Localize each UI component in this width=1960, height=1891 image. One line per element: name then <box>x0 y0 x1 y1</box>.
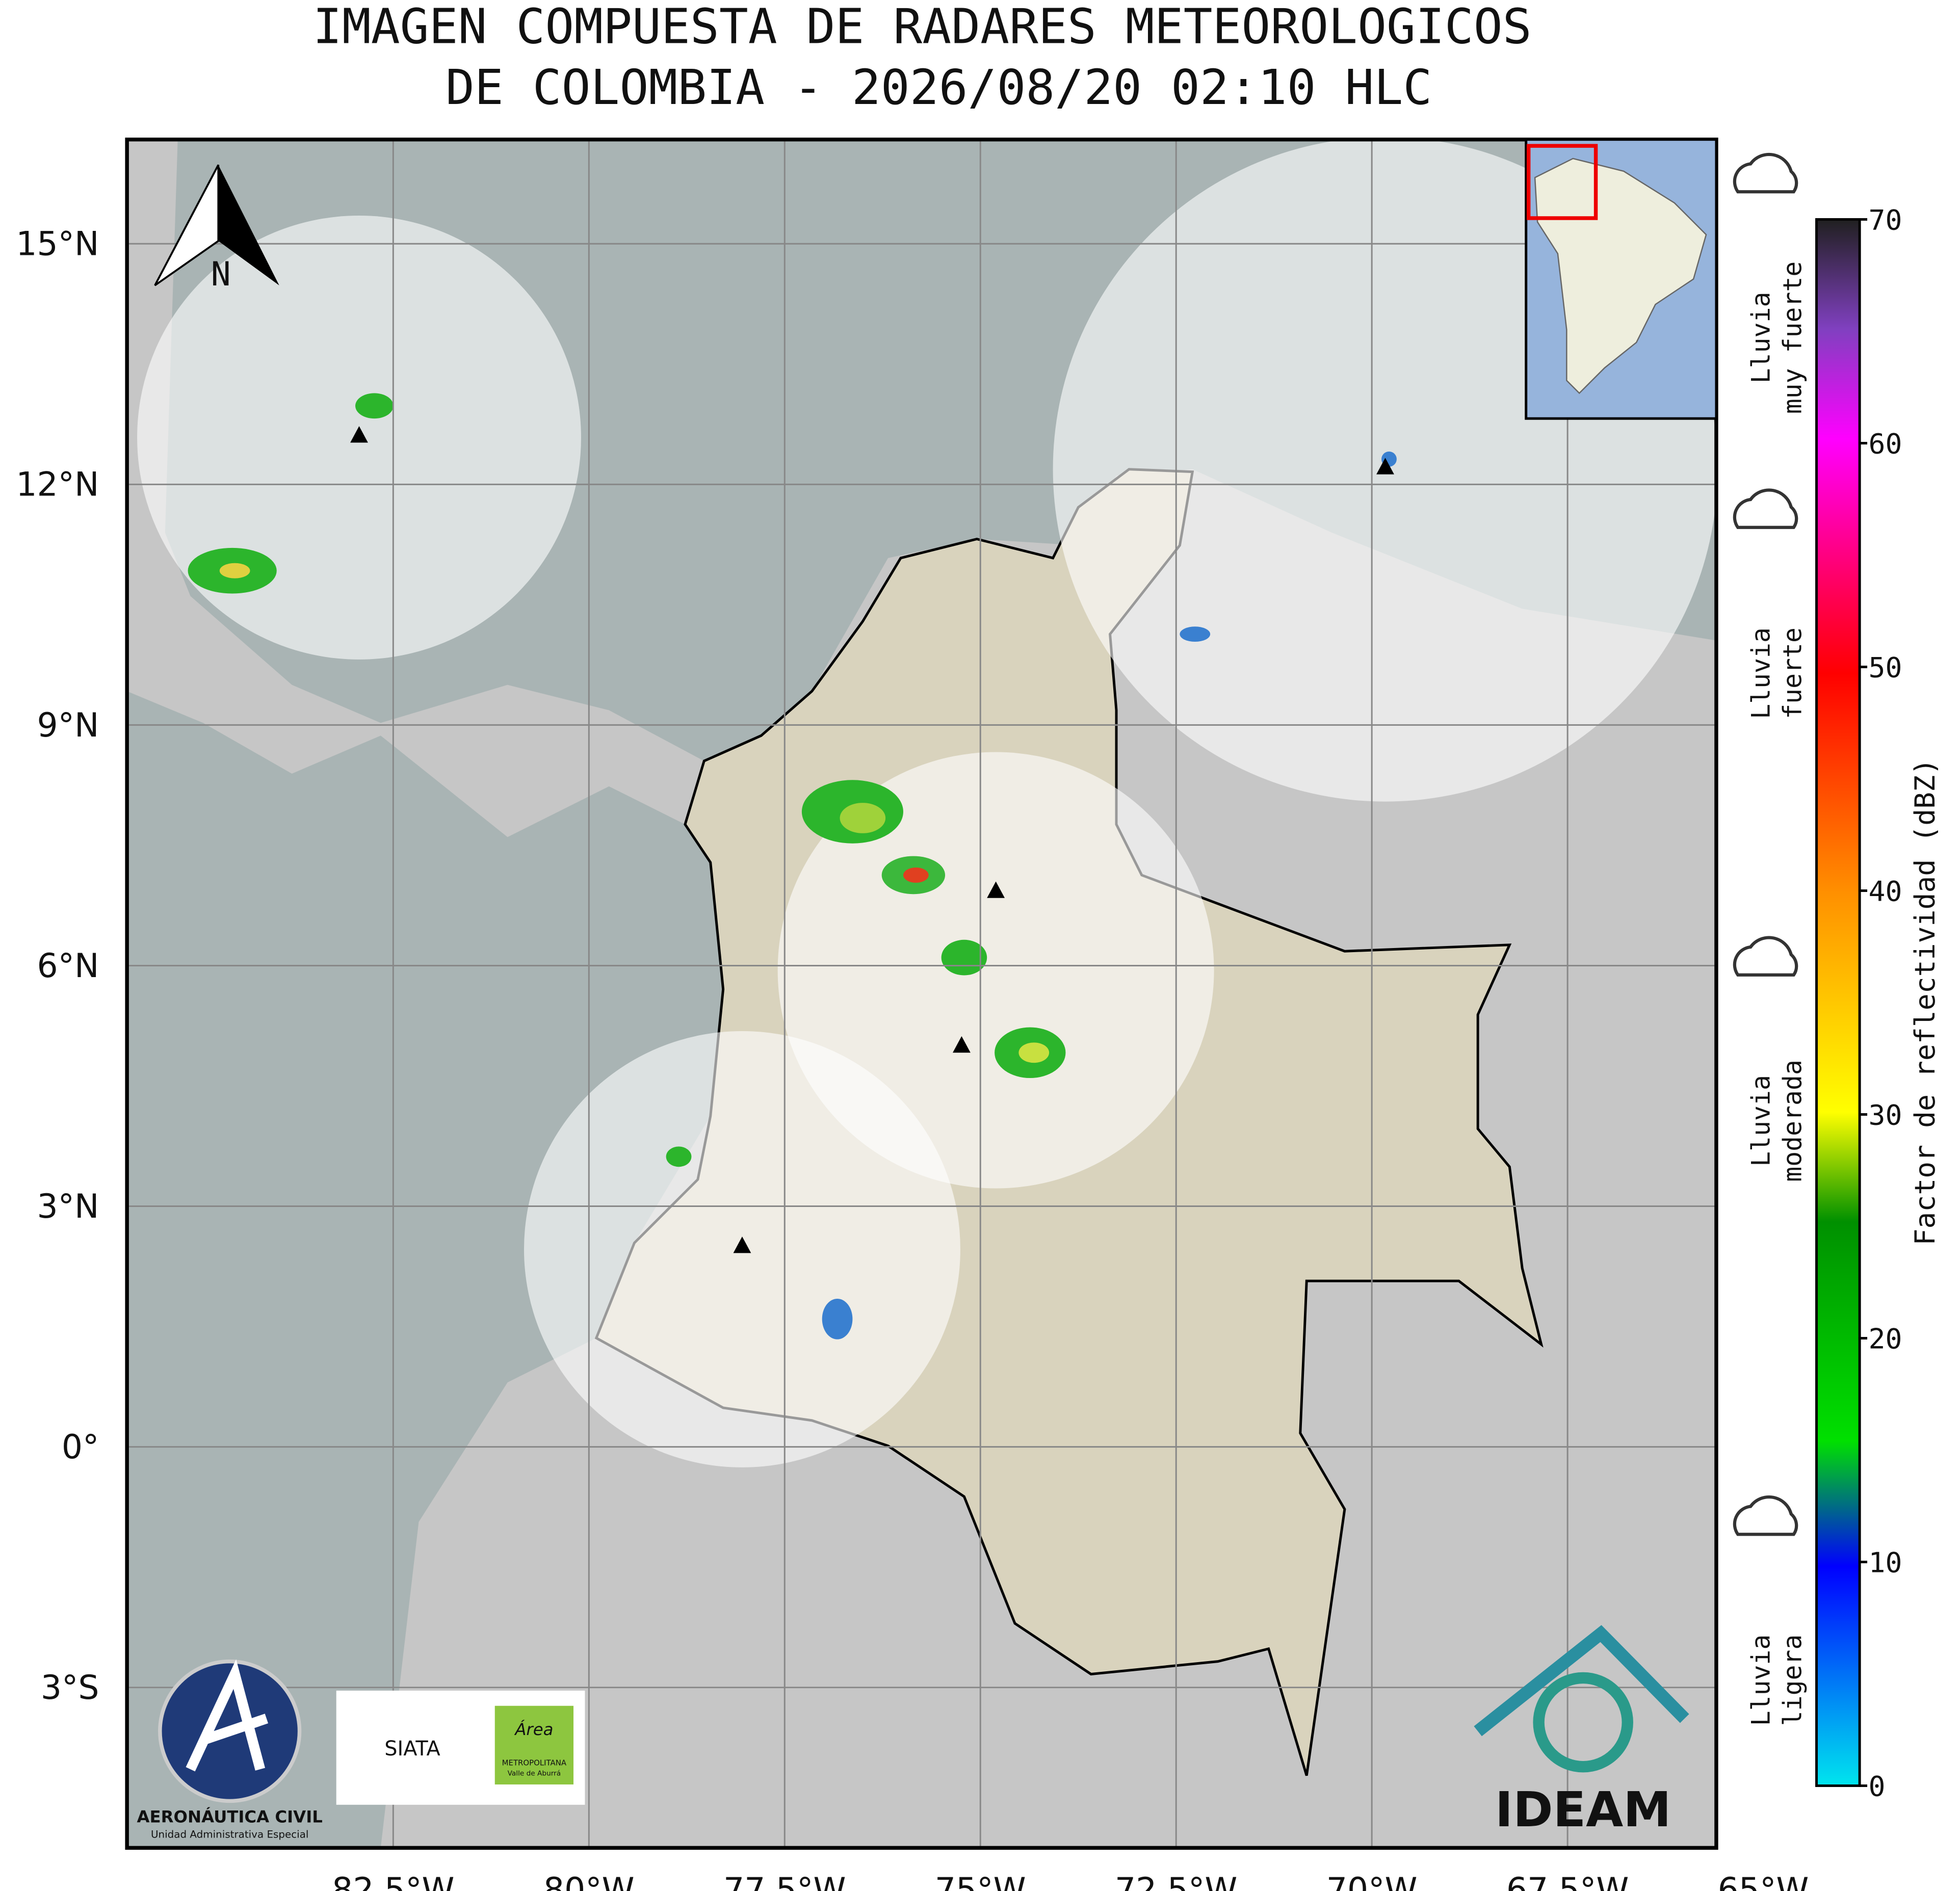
legend-label: moderada <box>1778 1060 1808 1182</box>
colorbar-tick-label: 70 <box>1869 203 1902 236</box>
cloud-icon <box>1733 488 1798 529</box>
logo-text: Área <box>514 1720 553 1739</box>
colorbar-tick-label: 0 <box>1869 1770 1886 1802</box>
x-tick-label: 82.5°W <box>332 1871 454 1891</box>
radar-sites <box>350 426 1394 1253</box>
colorbar-tick-label: 40 <box>1869 875 1902 907</box>
map <box>127 139 1716 1848</box>
x-tick-label: 77.5°W <box>723 1871 846 1891</box>
cloud-icon <box>1733 1495 1798 1536</box>
legend-label: muy fuerte <box>1778 261 1808 414</box>
logo-text: AERONÁUTICA CIVIL <box>137 1807 323 1827</box>
y-tick-label: 15°N <box>16 225 99 264</box>
colorbar <box>1815 218 1861 1787</box>
colorbar-tick-label: 10 <box>1869 1546 1902 1579</box>
x-tick-label: 75°W <box>935 1871 1026 1891</box>
y-tick-label: 6°N <box>37 947 99 985</box>
y-tick-label: 0° <box>62 1428 99 1466</box>
y-tick-label: 3°S <box>41 1669 99 1707</box>
inset-map <box>1525 138 1718 420</box>
x-tick-label: 65°W <box>1718 1871 1809 1891</box>
x-tick-label: 72.5°W <box>1115 1871 1237 1891</box>
north-label: N <box>211 255 231 294</box>
logos: AERONÁUTICA CIVIL Unidad Administrativa … <box>137 1625 1689 1840</box>
legend-item: Lluvia muy fuerte <box>1733 152 1808 414</box>
y-tick-label: 3°N <box>37 1188 99 1226</box>
colorbar-tick-label: 60 <box>1869 427 1902 460</box>
x-tick-label: 80°W <box>543 1871 635 1891</box>
legend-item: Lluvia ligera <box>1733 1495 1808 1726</box>
precipitation <box>188 393 1397 1340</box>
legend-label: fuerte <box>1778 627 1808 719</box>
legend-label: Lluvia <box>1746 627 1775 719</box>
logo-text: METROPOLITANA <box>502 1758 567 1768</box>
x-tick-label: 70°W <box>1326 1871 1418 1891</box>
y-tick-label: 12°N <box>16 466 99 504</box>
legend-label: ligera <box>1778 1635 1808 1726</box>
legend-item: Lluvia fuerte <box>1733 488 1808 719</box>
colorbar-tick-label: 50 <box>1869 651 1902 684</box>
x-tick-label: 67.5°W <box>1506 1871 1629 1891</box>
map-frame <box>125 137 1718 1850</box>
colorbar-label: Factor de reflectividad (dBZ) <box>1909 758 1941 1246</box>
legend-label: Lluvia <box>1746 292 1775 384</box>
colorbar-tick-label: 30 <box>1869 1098 1902 1131</box>
logo-text: IDEAM <box>1495 1782 1671 1838</box>
logo-text: Unidad Administrativa Especial <box>151 1828 308 1840</box>
title-line: IMAGEN COMPUESTA DE RADARES METEOROLOGIC… <box>313 0 1532 55</box>
cloud-icon <box>1733 152 1798 194</box>
logo-text: Valle de Aburrá <box>508 1770 561 1778</box>
legend-label: Lluvia <box>1746 1635 1775 1726</box>
colorbar-tick-label: 20 <box>1869 1322 1902 1355</box>
cloud-icon <box>1733 936 1798 977</box>
y-tick-label: 9°N <box>37 706 99 745</box>
legend-label: Lluvia <box>1746 1075 1775 1167</box>
pacific-ocean <box>127 691 723 1848</box>
logo-text: SIATA <box>384 1737 440 1761</box>
title-line: DE COLOMBIA - 2026/08/20 02:10 HLC <box>446 60 1432 116</box>
legend-item: Lluvia moderada <box>1733 936 1808 1182</box>
